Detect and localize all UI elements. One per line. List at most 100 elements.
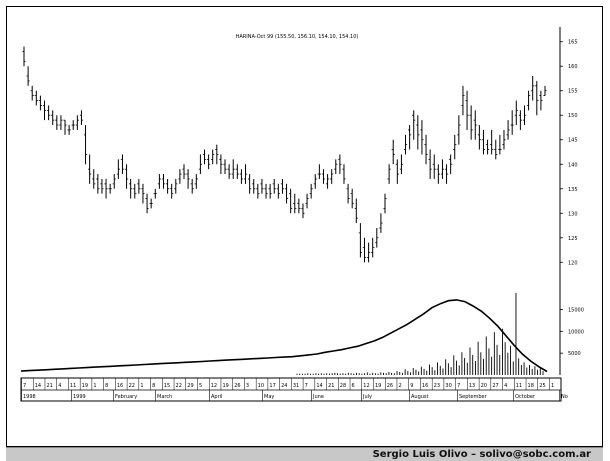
day-label: 26: [234, 383, 240, 389]
day-label: 23: [434, 383, 440, 389]
day-label: 25: [539, 383, 545, 389]
month-label: June: [312, 394, 324, 400]
day-label: 26: [387, 383, 393, 389]
price-bar: [354, 198, 358, 224]
price-bar: [313, 174, 317, 189]
price-bar: [399, 154, 404, 175]
price-bar: [539, 90, 543, 111]
day-label: 20: [481, 383, 487, 389]
day-label: 17: [269, 383, 275, 389]
price-bar: [366, 242, 371, 263]
price-bar: [317, 164, 321, 179]
price-bar: [108, 183, 112, 194]
month-label: September: [459, 394, 488, 400]
price-bar: [444, 164, 449, 184]
volume-tick-label: 15000: [568, 307, 584, 313]
price-bar: [465, 90, 469, 130]
price-bar: [526, 90, 531, 111]
price-bar: [256, 183, 260, 199]
price-bar: [490, 129, 494, 155]
price-bar: [202, 149, 207, 165]
price-bar: [293, 193, 297, 214]
day-label: 11: [70, 383, 76, 389]
price-bar: [338, 154, 342, 175]
price-bar: [153, 188, 157, 199]
price-bar: [211, 149, 215, 165]
day-label: 15: [164, 383, 170, 389]
price-axis-ticks: 120 125 130 135 140 145 150 155 160 165: [560, 40, 578, 266]
price-bar: [42, 100, 47, 121]
price-bar: [149, 198, 153, 209]
price-bars: [22, 46, 547, 263]
month-label: April: [211, 394, 222, 400]
price-bar: [518, 110, 522, 130]
day-label: 21: [328, 383, 334, 389]
price-bar: [145, 193, 149, 214]
price-bar: [186, 169, 190, 189]
price-bar: [112, 174, 116, 189]
price-bar: [227, 164, 231, 179]
price-tick-label: 165: [568, 40, 578, 46]
day-label: 4: [504, 383, 507, 389]
month-label: October: [515, 394, 536, 400]
day-label: 21: [46, 383, 52, 389]
price-bar: [104, 178, 108, 199]
price-bar: [461, 85, 465, 116]
price-bar: [305, 193, 309, 209]
price-bar: [235, 164, 239, 179]
footer-bar: Sergio Luis Olivo – solivo@sobc.com.ar: [6, 447, 603, 461]
day-label: 12: [363, 383, 369, 389]
day-label: 14: [35, 383, 41, 389]
chart-frame: HARINA-Oct 99 (155.50, 156.10, 154.10, 1…: [6, 6, 603, 447]
price-bar: [165, 178, 170, 194]
price-bar: [178, 169, 182, 184]
price-bar: [223, 159, 227, 175]
price-bar: [120, 154, 125, 175]
day-label: 19: [82, 383, 88, 389]
price-bar: [83, 125, 88, 165]
price-bar: [342, 164, 346, 184]
month-label: February: [115, 394, 137, 400]
price-bar: [522, 105, 527, 126]
price-tick-label: 135: [568, 187, 578, 193]
day-label: 28: [340, 383, 346, 389]
price-bar: [424, 134, 428, 165]
price-tick-label: 145: [568, 138, 578, 144]
price-tick-label: 160: [568, 64, 578, 70]
price-bar: [55, 115, 59, 130]
price-bar: [243, 164, 248, 184]
price-bar: [71, 120, 75, 130]
price-bar: [198, 154, 203, 175]
day-label: 18: [528, 383, 534, 389]
day-label: 9: [410, 383, 413, 389]
date-axis-box: [20, 377, 562, 402]
month-label: 1999: [73, 394, 86, 400]
price-bar: [129, 178, 133, 199]
day-label: 4: [58, 383, 61, 389]
price-bar: [79, 110, 84, 126]
price-bar: [264, 183, 268, 199]
price-bar: [26, 66, 30, 86]
day-label: 5: [199, 383, 202, 389]
price-bar: [59, 115, 63, 130]
chart-title: HARINA-Oct 99 (155.50, 156.10, 154.10, 1…: [236, 34, 359, 40]
price-bar: [481, 129, 486, 155]
day-label: 30: [445, 383, 451, 389]
day-label: 1: [93, 383, 96, 389]
price-bar: [190, 178, 194, 194]
day-label: 8: [152, 383, 155, 389]
price-bar: [362, 237, 367, 263]
day-label: 3: [246, 383, 249, 389]
day-label: 7: [23, 383, 26, 389]
price-bar: [280, 178, 285, 194]
open-interest-line: [20, 299, 548, 373]
month-label: 1998: [23, 394, 36, 400]
price-bar: [494, 139, 498, 160]
price-bar: [358, 223, 362, 258]
day-label: 16: [117, 383, 123, 389]
price-bar: [161, 174, 166, 189]
price-bar: [502, 129, 506, 150]
day-labels: 7 14 21 4 11 19 1 8 16 22 1 8 15 22 29 5 12 19 26 3 10 17 24 31…: [21, 378, 554, 390]
day-label: 13: [469, 383, 475, 389]
price-bar: [252, 178, 256, 194]
